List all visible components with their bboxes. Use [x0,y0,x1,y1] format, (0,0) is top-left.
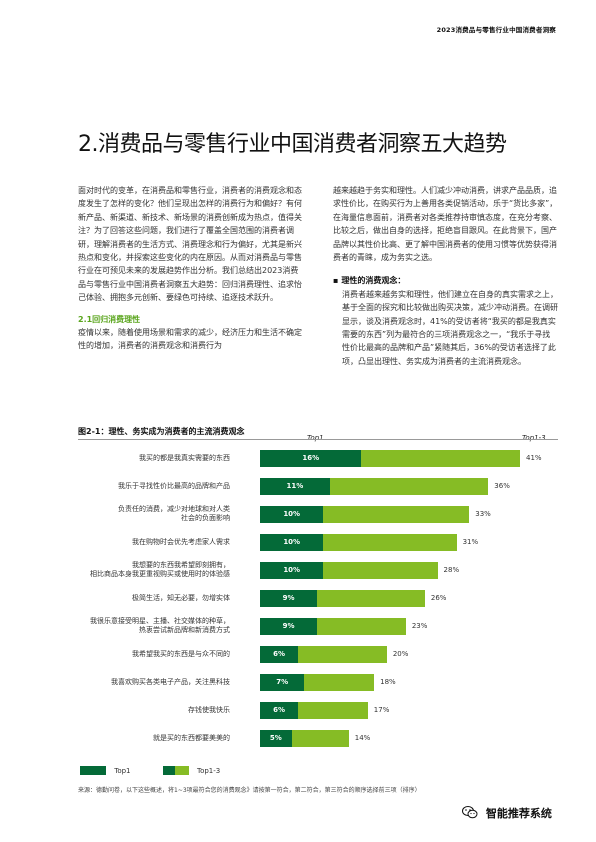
data-label-top1-3: 31% [462,537,479,546]
legend-label-top3: Top1-3 [196,766,221,775]
bar-top1 [260,477,330,495]
data-label-top1: 9% [282,621,295,630]
data-label-top1: 5% [269,733,282,742]
data-label-top1-3: 26% [430,593,447,602]
category-label-line: 相比商品本身我更重视购买或使用时的体验感 [90,570,230,578]
category-label-line: 我想要的东西我希望即刻拥有， [132,561,230,569]
category-label: 我很乐意接受明星、主播、社交媒体的种草， 热衷尝试新品牌和新消费方式 [90,617,230,635]
category-label: 我想要的东西我希望即刻拥有， 相比商品本身我更重视购买或使用时的体验感 [90,561,230,579]
category-label-line: 我买的都是我真实需要的东西 [139,453,230,462]
category-label-line: 负责任的消费，减少对地球和对人类 [118,505,230,513]
data-label-top1-3: 36% [494,481,510,490]
data-label-top1-3: 41% [526,453,542,462]
chart-legend: Top1 Top1-3 [80,766,250,775]
data-label-top1-3: 17% [373,705,390,714]
category-label-line: 我很乐意接受明星、主播、社交媒体的种草， [90,617,230,625]
data-label-top1-3: 14% [354,733,371,742]
data-label-top1-3: 20% [392,649,409,658]
bar-top1 [260,645,299,663]
legend-swatch-top3-dark [162,766,175,775]
legend-label-top1: Top1 [114,766,131,775]
category-label-line: 我喜欢购买各类电子产品，关注黑科技 [111,677,230,686]
data-label-top1-3: 28% [443,565,460,574]
watermark: 智能推荐系统 [462,805,552,822]
data-label-top1: 6% [273,705,285,714]
legend-swatch-top1 [80,766,106,775]
figure-title: 图2-1：理性、务实成为消费者的主流消费观念 [78,427,245,436]
data-label-top1: 16% [302,453,320,462]
category-label: 我在购物时会优先考虑家人需求 [132,538,230,547]
running-header: 2023消费品与零售行业中国消费者洞察 [436,26,556,34]
legend-item-top3: Top1-3 [162,766,221,775]
column-label-top1: Top1 [307,434,324,442]
category-label: 我乐于寻找性价比最高的品牌和产品 [118,482,230,491]
bar-top1 [260,533,324,551]
watermark-text: 智能推荐系统 [485,807,552,820]
category-label: 极简生活，知无必要，勿增实体 [132,594,230,603]
category-label: 我买的都是我真实需要的东西 [139,454,230,463]
bar-top1 [260,729,292,747]
category-label-line: 就是买的东西都要美美的 [153,733,230,742]
category-label-line: 极简生活，知无必要，勿增实体 [132,593,230,602]
category-label-line: 我希望我买的东西是与众不同的 [132,649,230,658]
category-label: 就是买的东西都要美美的 [153,734,230,743]
intro-paragraph: 面对时代的变革，在消费品和零售行业，消费者的消费观念和态度发生了怎样的变化？他们… [78,186,302,303]
bar-chart: 我买的都是我真实需要的东西 16% 41% 我乐于寻找性价比最高的品牌和产品 11% 36… [78,444,558,754]
category-label-line: 我乐于寻找性价比最高的品牌和产品 [118,481,230,490]
category-label: 负责任的消费，减少对地球和对人类 社会的负面影响 [118,505,230,523]
legend-swatch-top3-light [174,766,189,775]
section-paragraph: 疫情以来，随着使用场景和需求的减少，经济压力和生活不确定性的增加，消费者的消费观… [78,328,302,351]
bar-top1 [260,701,299,719]
bar-top1 [260,449,362,467]
text-column-right: 越来越趋于务实和理性。人们减少冲动消费，讲求产品品质，追求性价比，在购买行为上善… [333,184,558,368]
data-label-top1: 9% [282,593,295,602]
source-note: 来源：德勤问卷，以下这些概述，将1~3项最符合您的消费观念》请按第一符合，第二符… [78,787,421,794]
legend-item-top1: Top1 [80,766,131,775]
data-label-top1: 6% [273,649,285,658]
bar-top1 [260,673,305,691]
bar-top1 [260,617,318,635]
bullet-paragraph: 消费者越来越务实和理性，他们建立在自身的真实需求之上，基于全面的探究和比较做出购… [342,289,558,366]
column-label-top3: Top1-3 [522,434,546,442]
category-label-line: 社会的负面影响 [181,514,230,522]
category-label: 我喜欢购买各类电子产品，关注黑科技 [111,678,230,687]
text-column-left: 面对时代的变革，在消费品和零售行业，消费者的消费观念和态度发生了怎样的变化？他们… [78,184,306,353]
category-label-line: 我在购物时会优先考虑家人需求 [132,537,230,546]
page-title: 2.消费品与零售行业中国消费者洞察五大趋势 [78,132,507,157]
wechat-icon [462,806,478,822]
section-heading: 2.1回归消费理性 [78,314,141,324]
data-label-top1-3: 33% [475,509,491,518]
category-label: 存钱使我快乐 [188,706,230,715]
data-label-top1: 7% [276,677,289,686]
data-label-top1: 10% [283,509,301,518]
continued-paragraph: 越来越趋于务实和理性。人们减少冲动消费，讲求产品品质，追求性价比，在购买行为上善… [333,186,558,263]
figure-top-rule [78,439,558,440]
bullet-heading: 理性的消费观念： [333,274,558,287]
bar-top1 [260,589,318,607]
category-label: 我希望我买的东西是与众不同的 [132,650,230,659]
data-label-top1: 11% [286,481,304,490]
data-label-top1-3: 23% [411,621,428,630]
category-label-line: 存钱使我快乐 [188,705,230,714]
category-label-line: 热衷尝试新品牌和新消费方式 [139,626,230,634]
data-label-top1: 10% [283,565,301,574]
bar-top1 [260,561,324,579]
data-label-top1-3: 18% [380,677,396,686]
data-label-top1: 10% [283,537,301,546]
bar-top1 [260,505,324,523]
